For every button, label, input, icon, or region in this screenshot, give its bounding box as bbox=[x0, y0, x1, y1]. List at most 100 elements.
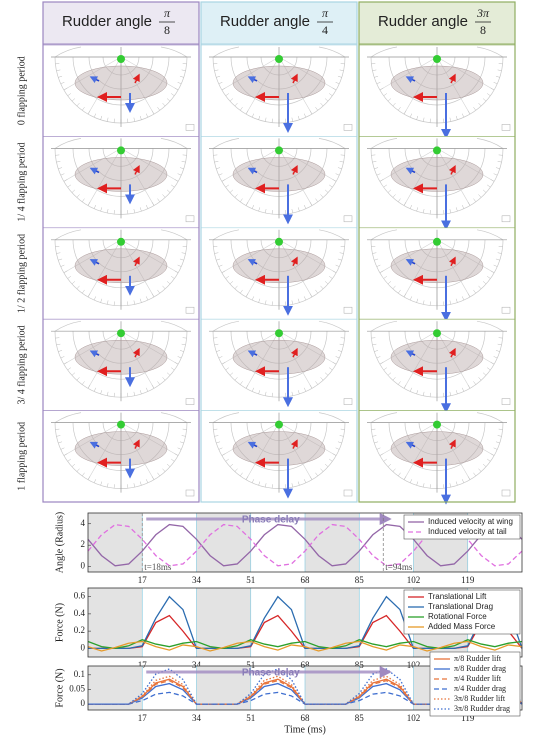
legend-label: Added Mass Force bbox=[428, 622, 496, 631]
fraction-numerator: 3π bbox=[476, 6, 490, 20]
legend-label: Induced velocity at wing bbox=[428, 517, 513, 526]
row-label: 0 flapping period bbox=[16, 56, 27, 125]
x-tick-label: 119 bbox=[461, 575, 475, 585]
phase-delay-label: Phase delay bbox=[242, 515, 300, 526]
y-tick-label: 0.4 bbox=[74, 608, 86, 618]
rudder-panel bbox=[43, 136, 199, 227]
x-tick-label: 17 bbox=[138, 713, 148, 723]
legend-label: π/4 Rudder lift bbox=[454, 674, 502, 683]
legend-label: π/8 Rudder lift bbox=[454, 654, 502, 663]
x-tick-label: 102 bbox=[407, 575, 421, 585]
rudder-panel bbox=[359, 319, 515, 411]
legend-label: Induced velocity at tail bbox=[428, 527, 507, 536]
body-ellipse bbox=[75, 249, 167, 283]
legend-label: Rotational Force bbox=[428, 612, 487, 621]
body-ellipse bbox=[233, 157, 325, 191]
rudder-panel bbox=[43, 228, 199, 319]
row-label: 3/ 4 flapping period bbox=[16, 325, 27, 404]
rudder-panel bbox=[201, 228, 357, 319]
shaded-phase bbox=[197, 588, 251, 657]
time-label: t=18ms bbox=[144, 562, 172, 572]
row-label: 1/ 4 flapping period bbox=[16, 143, 27, 222]
fraction-denominator: 4 bbox=[322, 23, 328, 37]
body-ellipse bbox=[233, 66, 325, 100]
x-axis-label: Time (ms) bbox=[284, 724, 326, 735]
pivot bbox=[275, 329, 283, 337]
y-tick-label: 0 bbox=[81, 642, 86, 652]
pivot bbox=[275, 238, 283, 246]
y-tick-label: 0.1 bbox=[74, 669, 85, 679]
rudder-panel bbox=[201, 411, 357, 502]
x-tick-label: 51 bbox=[246, 713, 255, 723]
y-axis-label: Angle (Radius) bbox=[54, 512, 65, 573]
x-tick-label: 34 bbox=[192, 575, 202, 585]
shaded-phase bbox=[88, 666, 142, 710]
body-ellipse bbox=[391, 340, 483, 374]
y-tick-label: 0 bbox=[81, 561, 86, 571]
column-title: Rudder angle bbox=[220, 13, 310, 30]
fraction-denominator: 8 bbox=[480, 23, 486, 37]
pivot bbox=[117, 55, 125, 63]
fraction-numerator: π bbox=[322, 6, 329, 20]
body-ellipse bbox=[75, 66, 167, 100]
body-ellipse bbox=[75, 157, 167, 191]
pivot bbox=[433, 146, 441, 154]
pivot bbox=[275, 55, 283, 63]
rudder-panel bbox=[359, 136, 515, 228]
x-tick-label: 51 bbox=[246, 575, 255, 585]
phase-delay-label: Phase delay bbox=[242, 668, 300, 679]
legend-label: π/8 Rudder drag bbox=[454, 664, 506, 673]
y-tick-label: 0.6 bbox=[74, 591, 86, 601]
pivot bbox=[117, 421, 125, 429]
shaded-phase bbox=[88, 588, 142, 657]
legend-label: Translational Lift bbox=[428, 592, 487, 601]
x-tick-label: 85 bbox=[355, 575, 365, 585]
y-tick-label: 0.05 bbox=[69, 684, 85, 694]
pivot bbox=[433, 329, 441, 337]
body-ellipse bbox=[233, 249, 325, 283]
rudder-panel bbox=[359, 411, 515, 503]
y-tick-label: 4 bbox=[81, 518, 86, 528]
shaded-phase bbox=[305, 513, 359, 572]
row-label: 1 flapping period bbox=[16, 422, 27, 491]
body-ellipse bbox=[233, 340, 325, 374]
legend-label: π/4 Rudder drag bbox=[454, 684, 506, 693]
body-ellipse bbox=[391, 157, 483, 191]
rudder-panel bbox=[359, 228, 515, 320]
pivot bbox=[117, 146, 125, 154]
pivot bbox=[433, 421, 441, 429]
y-tick-label: 0.2 bbox=[74, 625, 85, 635]
y-tick-label: 2 bbox=[81, 539, 86, 549]
row-label: 1/ 2 flapping period bbox=[16, 234, 27, 313]
pivot bbox=[275, 146, 283, 154]
pivot bbox=[433, 55, 441, 63]
rudder-panel bbox=[43, 319, 199, 410]
body-ellipse bbox=[391, 66, 483, 100]
legend-label: Translational Drag bbox=[428, 602, 493, 611]
body-ellipse bbox=[233, 432, 325, 466]
x-tick-label: 102 bbox=[407, 713, 421, 723]
x-tick-label: 68 bbox=[301, 575, 311, 585]
rudder-panel bbox=[201, 45, 357, 136]
rudder-panel bbox=[359, 45, 515, 137]
rudder-panel bbox=[43, 411, 199, 502]
x-tick-label: 85 bbox=[355, 713, 365, 723]
column-title: Rudder angle bbox=[62, 13, 152, 30]
legend-label: 3π/8 Rudder drag bbox=[454, 704, 510, 713]
time-label: t=94ms bbox=[385, 562, 413, 572]
body-ellipse bbox=[75, 340, 167, 374]
body-ellipse bbox=[75, 432, 167, 466]
shaded-phase bbox=[305, 588, 359, 657]
legend-label: 3π/8 Rudder lift bbox=[454, 694, 506, 703]
fraction-denominator: 8 bbox=[164, 23, 170, 37]
rudder-panel bbox=[201, 319, 357, 410]
body-ellipse bbox=[391, 432, 483, 466]
pivot bbox=[117, 329, 125, 337]
x-tick-label: 34 bbox=[192, 713, 202, 723]
y-axis-label: Force (N) bbox=[54, 668, 65, 707]
body-ellipse bbox=[391, 249, 483, 283]
pivot bbox=[433, 238, 441, 246]
pivot bbox=[275, 421, 283, 429]
column-title: Rudder angle bbox=[378, 13, 468, 30]
x-tick-label: 68 bbox=[301, 713, 311, 723]
